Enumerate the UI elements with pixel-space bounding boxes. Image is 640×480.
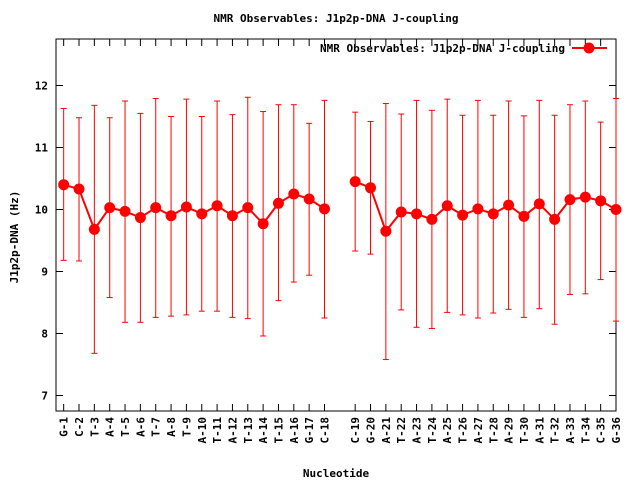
data-point [318, 203, 330, 215]
data-point [119, 205, 131, 217]
x-tick-label: C-35 [595, 417, 608, 444]
x-tick-label: T-22 [395, 417, 408, 444]
x-tick-label: A-21 [380, 417, 393, 444]
data-point [395, 206, 407, 218]
data-point [564, 194, 576, 206]
x-tick-label: A-10 [196, 417, 209, 444]
data-point [380, 225, 392, 237]
data-point [549, 213, 561, 225]
legend-label: NMR Observables: J1p2p-DNA J-coupling [320, 42, 565, 55]
y-tick-label: 12 [35, 80, 48, 93]
data-point [196, 208, 208, 220]
x-tick-label: A-27 [472, 417, 485, 444]
data-point [150, 202, 162, 214]
data-point [579, 191, 591, 203]
data-point [134, 212, 146, 224]
x-tick-label: T-11 [211, 417, 224, 444]
y-tick-label: 8 [41, 328, 48, 341]
data-point [518, 210, 530, 222]
x-tick-label: A-29 [503, 417, 516, 444]
x-tick-label: A-8 [165, 417, 178, 437]
data-point [73, 183, 85, 195]
y-tick-label: 7 [41, 390, 48, 403]
data-point [288, 188, 300, 200]
data-point [272, 197, 284, 209]
x-tick-label: T-30 [518, 417, 531, 444]
data-point [226, 210, 238, 222]
x-tick-label: T-24 [426, 417, 439, 444]
data-point [503, 199, 515, 211]
legend-marker [583, 42, 595, 54]
x-tick-label: T-34 [579, 417, 592, 444]
x-tick-label: A-12 [226, 417, 239, 444]
x-tick-label: G-17 [303, 417, 316, 444]
x-tick-label: T-7 [150, 417, 163, 437]
x-tick-label: G-1 [58, 417, 71, 437]
x-tick-label: G-36 [610, 417, 623, 444]
data-point [457, 209, 469, 221]
data-point [88, 223, 100, 235]
x-tick-label: C-2 [73, 417, 86, 437]
x-tick-label: C-18 [318, 417, 331, 444]
data-point [610, 204, 622, 215]
data-point [211, 200, 223, 212]
data-point [165, 210, 177, 222]
x-tick-label: T-15 [272, 417, 285, 444]
data-point [472, 203, 484, 215]
data-point [426, 213, 438, 225]
x-tick-label: A-6 [134, 417, 147, 437]
y-tick-label: 11 [35, 142, 49, 155]
y-axis-label: J1p2p-DNA (Hz) [8, 191, 21, 284]
data-point [180, 201, 192, 213]
data-point [487, 208, 499, 220]
x-tick-label: T-26 [457, 417, 470, 444]
y-tick-label: 9 [41, 266, 48, 279]
x-ticks: G-1 C-2 T-3 A-4 T-5 A-6 T-7 A-8 T-9 A-10 T-11 A-12 T… [58, 39, 623, 444]
data-point [242, 202, 254, 214]
x-tick-label: G-20 [365, 417, 378, 444]
legend: NMR Observables: J1p2p-DNA J-coupling [320, 42, 607, 55]
x-tick-label: A-23 [411, 417, 424, 444]
series-line [63, 183, 326, 232]
chart-title: NMR Observables: J1p2p-DNA J-coupling [213, 12, 458, 25]
data-point [365, 182, 377, 194]
x-tick-label: T-9 [180, 417, 193, 437]
y-ticks: 7 8 9 10 11 12 [35, 80, 616, 403]
data-point [411, 208, 423, 220]
x-tick-label: A-33 [564, 417, 577, 444]
x-axis-label: Nucleotide [303, 467, 370, 480]
series-layer [58, 96, 622, 361]
series-line [354, 180, 617, 234]
data-point [441, 200, 453, 212]
x-tick-label: A-31 [533, 417, 546, 444]
x-tick-label: T-32 [549, 417, 562, 444]
data-point [257, 218, 269, 230]
data-point [533, 198, 545, 210]
data-point [595, 195, 607, 207]
x-tick-label: T-13 [242, 417, 255, 444]
data-point [349, 176, 361, 188]
x-tick-label: T-3 [88, 417, 101, 437]
x-tick-label: T-5 [119, 417, 132, 437]
x-tick-label: A-14 [257, 417, 270, 444]
x-tick-label: A-25 [441, 417, 454, 444]
data-point [104, 202, 116, 214]
x-tick-label: A-16 [288, 417, 301, 444]
data-point [58, 179, 70, 191]
y-tick-label: 10 [35, 204, 48, 217]
x-tick-label: T-28 [487, 417, 500, 444]
x-tick-label: C-19 [349, 417, 362, 444]
x-tick-label: A-4 [104, 417, 117, 437]
data-point [303, 193, 315, 205]
